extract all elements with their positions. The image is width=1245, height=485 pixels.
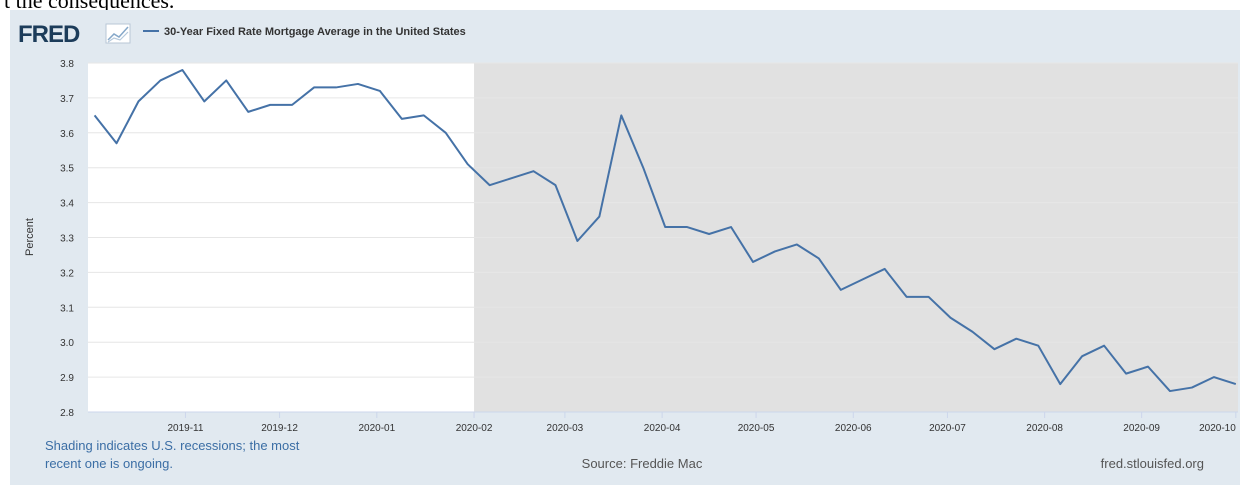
x-tick-label: 2020-03 xyxy=(547,423,584,434)
site: fred.stlouisfed.org xyxy=(1101,456,1204,471)
x-tick-label: 2019-11 xyxy=(167,423,203,434)
x-tick-label: 2020-08 xyxy=(1026,423,1063,434)
x-tick-label: 2020-01 xyxy=(358,423,395,434)
y-tick-label: 2.8 xyxy=(60,408,74,419)
x-tick-label: 2020-05 xyxy=(738,423,775,434)
y-tick-label: 3.2 xyxy=(60,268,74,279)
x-tick-label: 2020-04 xyxy=(644,423,681,434)
y-axis-label: Percent xyxy=(24,218,36,256)
y-tick-label: 3.5 xyxy=(60,164,74,175)
x-tick-label: 2020-06 xyxy=(835,423,872,434)
series-line xyxy=(93,68,1237,393)
page-text: t the consequences. xyxy=(4,0,174,13)
x-tick-label: 2020-07 xyxy=(929,423,966,434)
legend-label: 30-Year Fixed Rate Mortgage Average in t… xyxy=(164,26,466,38)
y-tick-label: 3.3 xyxy=(60,234,74,245)
note: recent one is ongoing. xyxy=(45,456,173,471)
y-tick-label: 2.9 xyxy=(60,373,74,384)
y-tick-label: 3.6 xyxy=(60,129,74,140)
x-tick-label: 2020-10 xyxy=(1199,423,1236,434)
y-tick-label: 3.1 xyxy=(60,303,74,314)
source: Source: Freddie Mac xyxy=(582,456,703,471)
x-tick-label: 2020-09 xyxy=(1123,423,1160,434)
y-tick-label: 3.4 xyxy=(60,199,74,210)
y-tick-label: 3.7 xyxy=(60,94,74,105)
x-tick-label: 2020-02 xyxy=(456,423,493,434)
note: Shading indicates U.S. recessions; the m… xyxy=(45,438,300,453)
y-tick-label: 3.0 xyxy=(60,338,74,349)
y-tick-label: 3.8 xyxy=(60,59,74,70)
logo-icon xyxy=(105,23,131,44)
logo: FRED xyxy=(18,21,80,48)
x-tick-label: 2019-12 xyxy=(261,423,298,434)
